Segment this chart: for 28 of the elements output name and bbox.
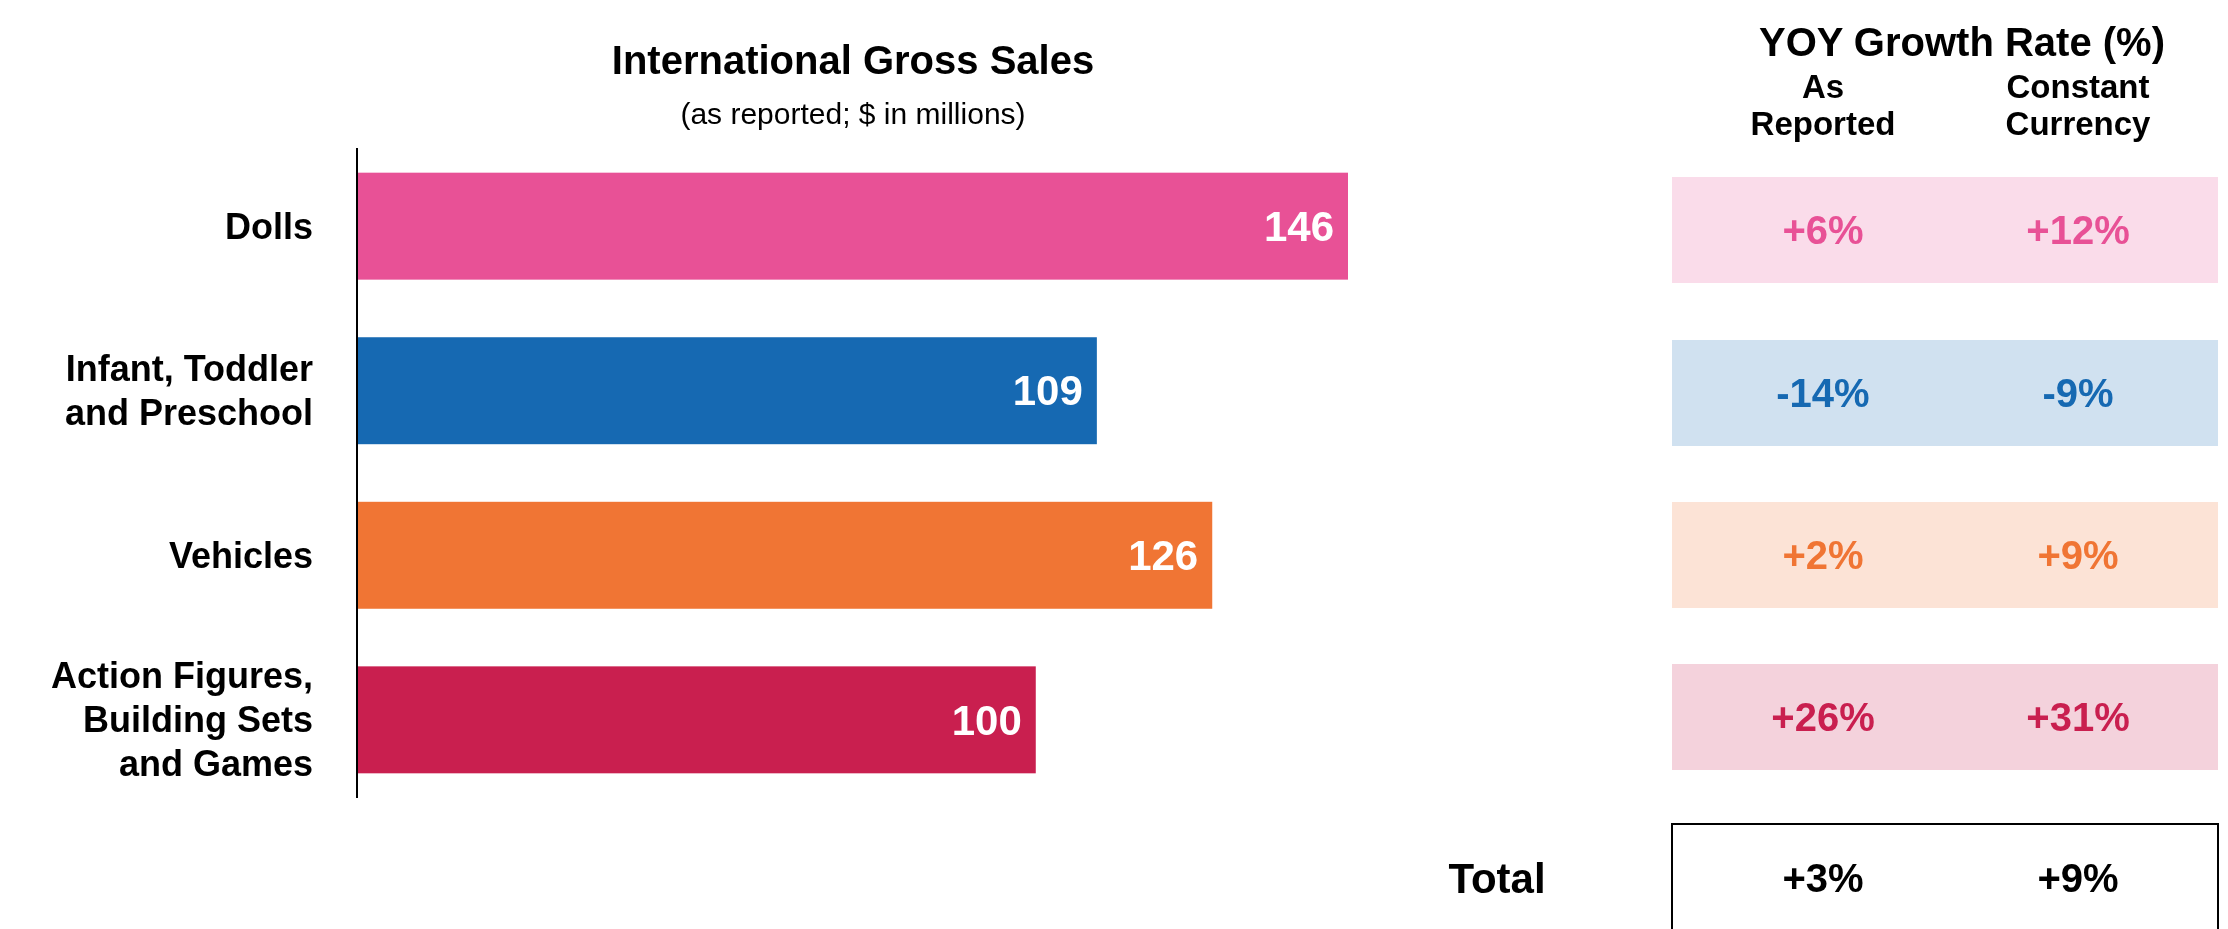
data-label: +9%	[2037, 856, 2119, 900]
text: YOY Growth Rate (%)	[1759, 20, 2165, 64]
data-label: 126	[1128, 531, 1199, 579]
data-label: 100	[951, 696, 1022, 744]
y-tick-label: Action Figures, Building Sets and Games	[50, 655, 313, 785]
data-label: 146	[1263, 202, 1334, 250]
data-label: +9%	[2037, 533, 2119, 577]
category-label: As Reported	[1750, 68, 1896, 142]
bar	[357, 337, 1097, 445]
data-label: +26%	[1771, 695, 1875, 739]
chart-title: International Gross Sales	[611, 38, 1095, 82]
bar	[357, 666, 1036, 774]
legend-label: Total	[1448, 854, 1546, 902]
chart-subtitle: (as reported; $ in millions)	[680, 97, 1026, 130]
data-label: +31%	[2026, 695, 2130, 739]
data-label: +2%	[1782, 533, 1864, 577]
data-label: +12%	[2026, 208, 2130, 252]
data-label: 109	[1012, 367, 1083, 415]
data-label: +6%	[1782, 208, 1864, 252]
y-tick-label: Dolls	[224, 205, 313, 247]
data-label: -9%	[2042, 371, 2114, 415]
y-tick-label: Vehicles	[168, 534, 313, 576]
bar	[357, 172, 1348, 280]
category-label: Constant Currency	[2005, 68, 2152, 142]
data-label: -14%	[1776, 371, 1870, 415]
bar	[357, 501, 1213, 609]
y-tick-label: Infant, Toddler and Preschool	[64, 348, 313, 434]
data-label: +3%	[1782, 856, 1864, 900]
